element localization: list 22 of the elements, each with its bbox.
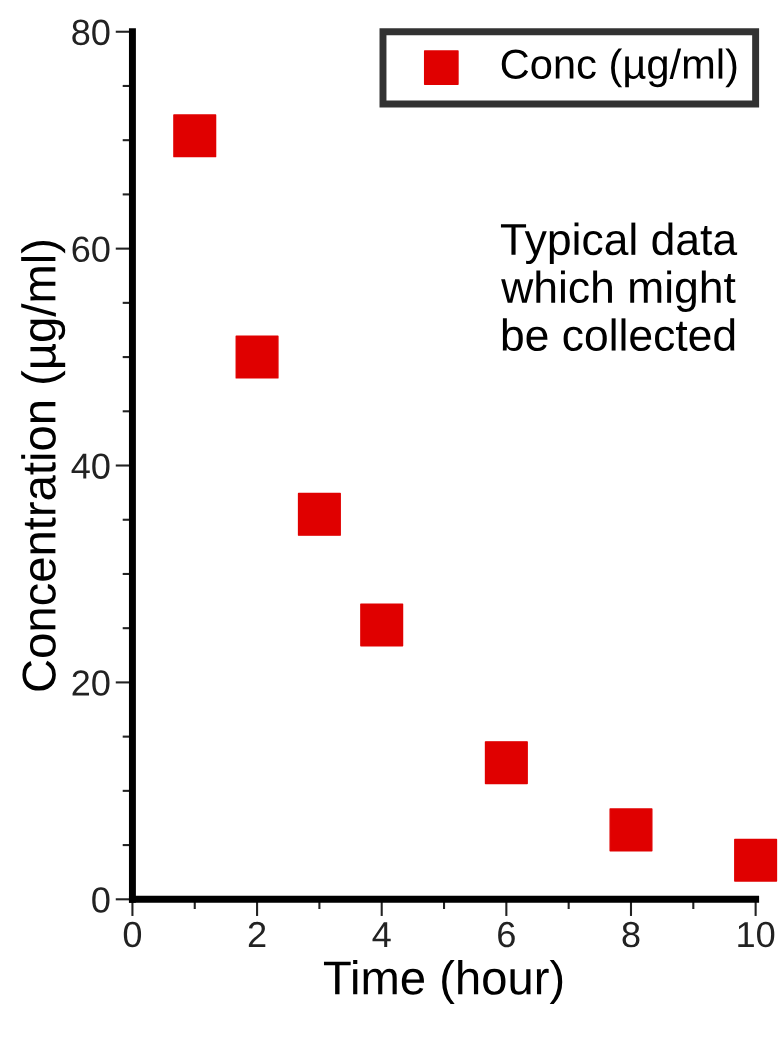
point	[235, 335, 279, 379]
x-tick-label: 10	[738, 921, 775, 948]
x-tick-label: 4	[372, 922, 391, 947]
point	[484, 741, 528, 785]
x-tick-label: 0	[123, 921, 142, 948]
y-tick-label: 60	[72, 236, 110, 263]
point	[734, 838, 778, 882]
x-tick-label: 8	[622, 921, 640, 948]
x-axis-title: Time (hour)	[323, 960, 563, 1005]
annotation: Typical data which might be collected	[500, 222, 738, 351]
y-tick-label: 20	[72, 670, 110, 696]
y-axis-title: Concentration (µg/ml)	[21, 240, 66, 691]
x-tick-label: 2	[248, 921, 266, 947]
y-tick-label: 80	[72, 19, 110, 46]
point	[297, 492, 341, 536]
y-tick-label: 0	[92, 887, 110, 913]
x-tick-label: 6	[498, 921, 515, 948]
point	[360, 603, 404, 647]
legend-label: Conc (µg/ml)	[501, 48, 737, 88]
y-tick-label: 40	[71, 453, 110, 479]
point	[173, 114, 217, 158]
point	[609, 808, 653, 852]
